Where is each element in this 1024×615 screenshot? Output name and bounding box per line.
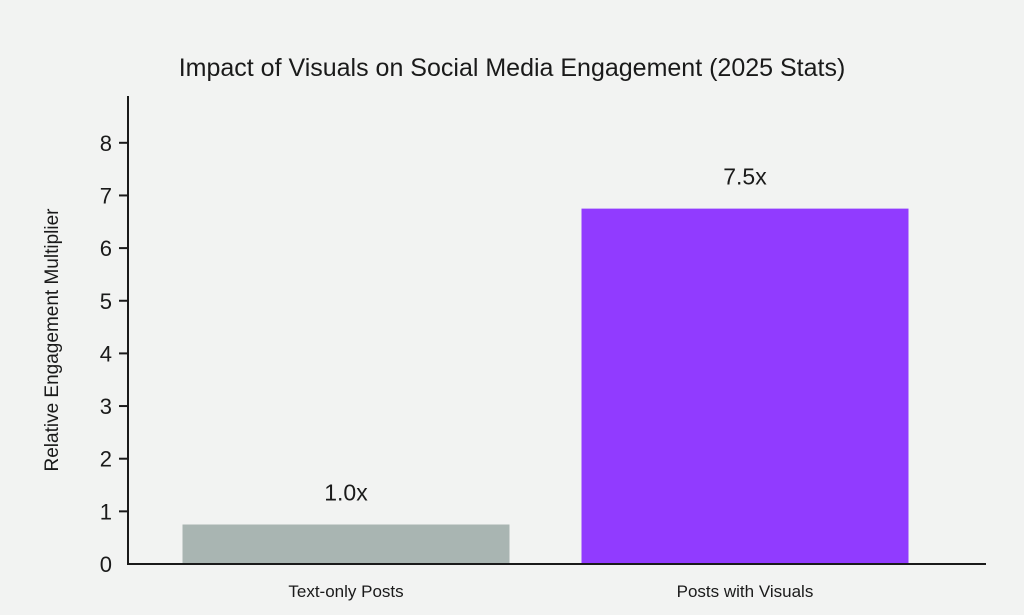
- bars: [182, 208, 909, 565]
- y-tick-label: 2: [100, 447, 112, 472]
- category-label: Posts with Visuals: [677, 582, 814, 601]
- bar-1: [182, 524, 510, 564]
- category-labels: Text-only Posts Posts with Visuals: [288, 582, 813, 601]
- y-axis-ticks: 0 1 2 3 4 5 6 7 8: [100, 131, 128, 577]
- bar-2: [581, 208, 909, 565]
- y-tick-label: 6: [100, 236, 112, 261]
- data-label: 1.0x: [324, 480, 368, 506]
- data-labels: 1.0x 7.5x: [324, 164, 767, 506]
- y-tick-label: 5: [100, 289, 112, 314]
- y-axis-label: Relative Engagement Multiplier: [42, 208, 63, 472]
- y-tick-label: 4: [100, 341, 112, 366]
- category-label: Text-only Posts: [288, 582, 403, 601]
- y-tick-label: 7: [100, 183, 112, 208]
- y-tick-label: 8: [100, 131, 112, 156]
- y-tick-label: 3: [100, 394, 112, 419]
- y-tick-label: 0: [100, 552, 112, 577]
- chart-title: Impact of Visuals on Social Media Engage…: [179, 54, 846, 82]
- y-tick-label: 1: [100, 499, 112, 524]
- data-label: 7.5x: [723, 164, 767, 190]
